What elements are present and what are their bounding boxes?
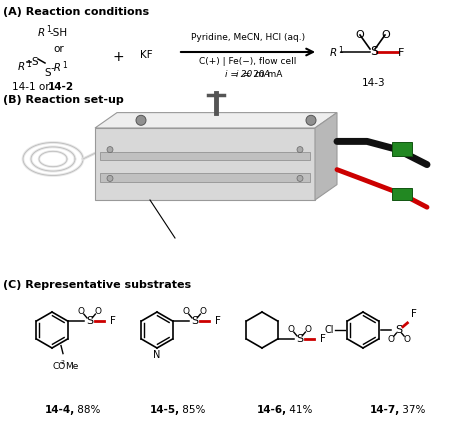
Circle shape: [297, 147, 303, 152]
Text: R: R: [18, 62, 25, 72]
Text: O: O: [183, 306, 190, 316]
Text: i = 20 mA: i = 20 mA: [226, 70, 271, 79]
Text: O: O: [403, 335, 410, 344]
Text: (B) Reaction set-up: (B) Reaction set-up: [3, 95, 124, 105]
Text: CO: CO: [53, 362, 66, 370]
Text: 88%: 88%: [74, 405, 100, 415]
Bar: [392, 188, 412, 200]
Text: S: S: [370, 45, 378, 58]
Text: R: R: [38, 28, 45, 38]
Text: F: F: [411, 309, 418, 320]
Text: F: F: [319, 334, 326, 344]
Circle shape: [306, 115, 316, 125]
Text: 1: 1: [338, 46, 343, 55]
Text: S: S: [44, 68, 51, 78]
Text: N: N: [153, 350, 161, 360]
Text: Cl: Cl: [325, 325, 335, 335]
Bar: [95, 128, 315, 200]
Text: S: S: [296, 334, 303, 344]
Text: 14-1 or: 14-1 or: [12, 82, 53, 92]
Circle shape: [136, 115, 146, 125]
Text: O: O: [288, 325, 295, 333]
Text: 14-7,: 14-7,: [370, 405, 400, 415]
Text: = 20 mA: = 20 mA: [240, 70, 283, 79]
Text: O: O: [94, 306, 101, 316]
Text: 1: 1: [46, 25, 51, 34]
Text: O: O: [388, 335, 395, 344]
Text: -SH: -SH: [50, 28, 68, 38]
Text: 14-5,: 14-5,: [150, 405, 180, 415]
Text: F: F: [109, 316, 116, 326]
Text: O: O: [381, 30, 390, 40]
Bar: [392, 142, 412, 156]
Text: S: S: [395, 325, 402, 335]
Text: F: F: [398, 48, 404, 58]
Text: i: i: [236, 70, 238, 79]
Text: S: S: [191, 316, 198, 326]
Polygon shape: [315, 112, 337, 200]
Text: O: O: [78, 306, 85, 316]
Text: +: +: [112, 50, 124, 64]
Text: Me: Me: [65, 362, 78, 370]
Circle shape: [297, 176, 303, 181]
Text: or: or: [53, 44, 64, 54]
Text: Pyridine, MeCN, HCl (aq.): Pyridine, MeCN, HCl (aq.): [191, 33, 305, 42]
Text: S: S: [86, 316, 93, 326]
Text: 1: 1: [26, 60, 31, 69]
Text: F: F: [215, 316, 220, 326]
Circle shape: [107, 176, 113, 181]
Text: O: O: [355, 30, 364, 40]
Circle shape: [107, 147, 113, 152]
Text: 14-4,: 14-4,: [45, 405, 75, 415]
Text: R: R: [330, 48, 337, 58]
Bar: [100, 152, 310, 160]
Text: 85%: 85%: [179, 405, 205, 415]
Text: (C) Representative substrates: (C) Representative substrates: [3, 280, 191, 290]
Bar: [100, 173, 310, 182]
Text: (A) Reaction conditions: (A) Reaction conditions: [3, 7, 149, 17]
Text: KF: KF: [140, 50, 153, 60]
Text: 14-3: 14-3: [362, 78, 386, 88]
Text: 14-6,: 14-6,: [257, 405, 287, 415]
Text: 37%: 37%: [399, 405, 425, 415]
Text: C(+) | Fe(−), flow cell: C(+) | Fe(−), flow cell: [199, 57, 297, 66]
Text: 2: 2: [61, 360, 65, 365]
Text: 14-2: 14-2: [48, 82, 74, 92]
Text: O: O: [304, 325, 311, 333]
Polygon shape: [95, 112, 337, 128]
Text: 41%: 41%: [286, 405, 312, 415]
Text: O: O: [200, 306, 207, 316]
Text: -R: -R: [51, 63, 62, 73]
Text: S: S: [31, 57, 37, 67]
Text: 1: 1: [62, 61, 67, 70]
